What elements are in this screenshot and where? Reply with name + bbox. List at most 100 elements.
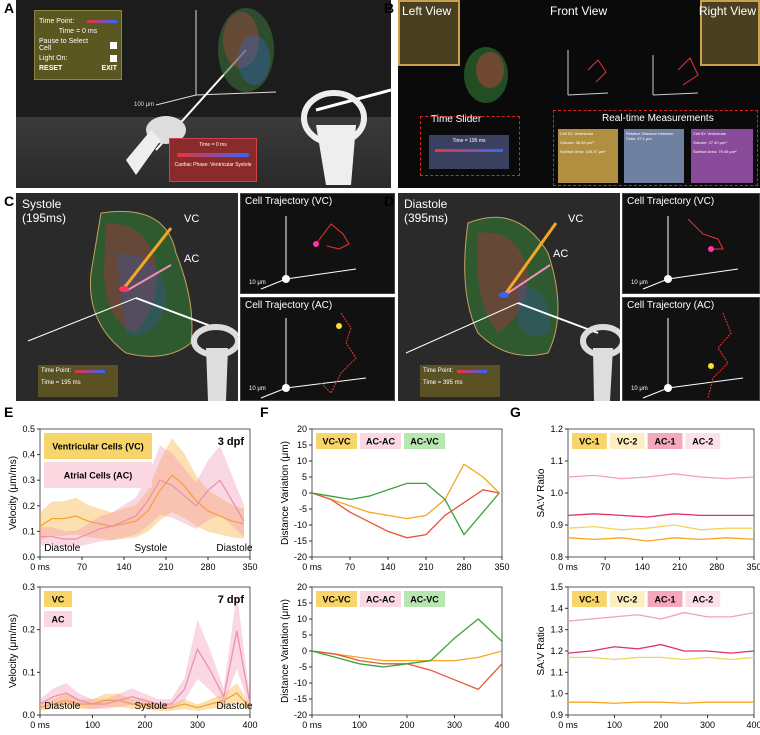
right-view-inset xyxy=(700,0,760,66)
slider-track[interactable] xyxy=(435,149,503,152)
slider-d[interactable] xyxy=(457,369,488,373)
series-line-0 xyxy=(311,650,503,662)
scale-ac-c: 10 μm xyxy=(249,386,266,392)
pause-checkbox[interactable] xyxy=(110,41,117,49)
legend-entry: Atrial Cells (AC) xyxy=(64,471,133,481)
chart-title: 7 dpf xyxy=(218,594,245,606)
traj-ac-d-svg xyxy=(642,312,744,399)
y-tick-label: 0.4 xyxy=(22,450,35,460)
plot-frame xyxy=(567,428,755,558)
light-checkbox[interactable] xyxy=(110,55,117,62)
y-tick-label: 0 xyxy=(302,646,307,656)
x-tick-label: 280 xyxy=(709,562,724,572)
y-tick-label: 0.1 xyxy=(22,667,35,677)
y-axis-label: Distance Variation (μm) xyxy=(280,599,291,703)
y-axis-label: Distance Variation (μm) xyxy=(280,441,291,545)
x-tick-label: 100 xyxy=(352,720,367,730)
chart-f-bottom: 0 ms 100 200 300 400 -20 -15 -10 -5 0 5 10 15 20 Dista… xyxy=(280,582,510,730)
time-c: Time = 195 ms xyxy=(41,380,81,386)
plot-frame xyxy=(39,586,251,716)
x-tick-label: 210 xyxy=(418,562,433,572)
legend-entry-bg xyxy=(572,433,607,449)
y-tick-label: 5 xyxy=(302,630,307,640)
x-tick-label: 200 xyxy=(137,720,152,730)
time-card-d: Time Point: Time = 395 ms xyxy=(420,365,500,397)
y-tick-label: 0.3 xyxy=(22,582,35,592)
card-slider[interactable] xyxy=(177,153,249,157)
x-tick-label: 300 xyxy=(447,720,462,730)
legend-entry: VC-2 xyxy=(617,595,638,605)
realtime-title: Real-time Measurements xyxy=(602,113,714,124)
time-slider[interactable] xyxy=(87,20,117,23)
y-tick-label: 15 xyxy=(297,440,307,450)
panel-label-a: A xyxy=(4,0,15,16)
traj-ac-c-svg xyxy=(260,312,367,399)
y-tick-label: 0.3 xyxy=(22,475,35,485)
traj-vc-c: Cell Trajectory (VC) 10 μm xyxy=(240,193,395,294)
legend-entry-bg xyxy=(572,591,607,607)
phase-annotation: Diastole xyxy=(44,701,81,712)
chart-title: 3 dpf xyxy=(218,436,245,448)
y-axis-label: Velocity (μm/ms) xyxy=(8,614,19,688)
series-line-1 xyxy=(567,524,754,531)
series-band-1 xyxy=(40,445,244,548)
chart-g-top: 0 ms 70 140 210 280 350 0.8 0.9 1.0 1.1 1.2 SA:V Ra… xyxy=(536,424,760,572)
y-tick-label: -20 xyxy=(294,552,307,562)
series-line-0 xyxy=(567,537,755,542)
time-d: Time = 395 ms xyxy=(423,380,463,386)
panel-c-svg xyxy=(27,210,238,401)
light-label: Light On: xyxy=(39,55,68,62)
x-tick-label: 350 xyxy=(746,562,760,572)
legend-entry: AC-VC xyxy=(410,595,439,605)
legend-entry-bg xyxy=(360,433,401,449)
y-axis-label: SA:V Ratio xyxy=(536,468,547,517)
traj-ac-d-title: Cell Trajectory (AC) xyxy=(627,300,715,311)
legend-entry-bg xyxy=(360,591,401,607)
exit-button[interactable]: EXIT xyxy=(101,65,117,72)
legend-entry-bg xyxy=(609,591,645,607)
x-tick-label: 280 xyxy=(456,562,471,572)
series-band-0 xyxy=(40,438,244,541)
series-band-1 xyxy=(40,593,250,709)
x-tick-label: 400 xyxy=(746,720,760,730)
controller-right xyxy=(301,90,367,185)
scale-vc-c: 10 μm xyxy=(249,280,266,286)
y-tick-label: 0.0 xyxy=(22,552,35,562)
card-phase: Cardiac Phase: Ventricular Systole xyxy=(174,162,252,168)
traj-ac-d: Cell Trajectory (AC) 10 μm xyxy=(622,297,760,401)
y-tick-label: 0.8 xyxy=(550,552,563,562)
reset-button[interactable]: RESET xyxy=(39,65,63,72)
scale-ac-d: 10 μm xyxy=(631,386,648,392)
y-tick-label: -5 xyxy=(299,504,307,514)
legend-entry: VC-1 xyxy=(579,437,600,447)
y-tick-label: 0.0 xyxy=(22,710,35,720)
chart-e-top: 0 ms 70 140 210 280 350 0.0 0.1 0.2 0.3 0.4 0.5 Velo… xyxy=(8,424,258,572)
time-slider-card: Time = 195 ms xyxy=(429,135,509,169)
systole-subtitle: (195ms) xyxy=(22,211,67,225)
chart-g-bottom: 0 ms 100 200 300 400 0.9 1.0 1.1 1.2 1.3 1.4 1.5 SA:… xyxy=(536,582,760,730)
vc-label-d: VC xyxy=(568,213,584,225)
traj-vc-d-svg xyxy=(642,216,739,290)
panel-label-g: G xyxy=(510,404,521,420)
panel-d-scene: Diastole (395ms) VC AC Time Point: Time … xyxy=(398,193,620,401)
realtime-box: Real-time Measurements Cell ID: Ventricu… xyxy=(553,110,758,186)
right-view-label: Right View xyxy=(698,4,756,18)
series-line-0 xyxy=(39,692,251,709)
y-tick-label: -20 xyxy=(294,710,307,720)
x-tick-label: 140 xyxy=(380,562,395,572)
x-tick-label: 300 xyxy=(190,720,205,730)
ac-label: AC xyxy=(184,253,200,265)
x-tick-label: 200 xyxy=(653,720,668,730)
scale-vc-d: 10 μm xyxy=(631,280,648,286)
legend-entry-bg xyxy=(316,433,357,449)
meas-text-4: Cell ID: Ventricular xyxy=(693,131,727,136)
legend-entry-bg xyxy=(44,462,152,488)
legend-entry: VC-1 xyxy=(579,595,600,605)
slider-c[interactable] xyxy=(75,369,106,373)
y-tick-label: 1.0 xyxy=(550,689,563,699)
phase-annotation: Systole xyxy=(135,543,168,554)
time-value: Time = 0 ms xyxy=(58,28,98,35)
legend-entry-bg xyxy=(404,433,445,449)
series-line-0 xyxy=(311,463,500,520)
pause-label: Pause to Select Cell xyxy=(39,38,89,52)
